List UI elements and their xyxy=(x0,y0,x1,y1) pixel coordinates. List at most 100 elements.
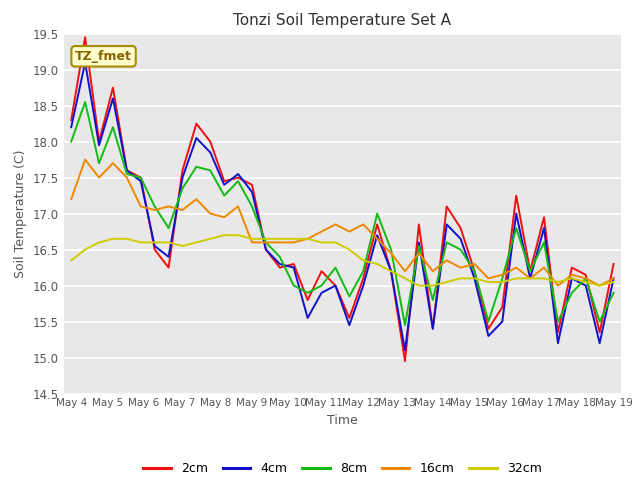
2cm xyxy=(304,297,312,303)
4cm xyxy=(81,60,89,65)
16cm xyxy=(554,283,562,288)
16cm xyxy=(137,204,145,209)
2cm xyxy=(568,265,576,271)
4cm xyxy=(526,276,534,281)
4cm xyxy=(137,179,145,184)
16cm xyxy=(568,272,576,278)
32cm xyxy=(346,247,353,252)
32cm xyxy=(401,276,409,281)
32cm xyxy=(554,279,562,285)
2cm xyxy=(123,168,131,173)
16cm xyxy=(304,236,312,242)
32cm xyxy=(164,240,172,245)
32cm xyxy=(499,279,506,285)
16cm xyxy=(151,207,159,213)
32cm xyxy=(234,232,242,238)
8cm xyxy=(443,240,451,245)
2cm xyxy=(360,276,367,281)
4cm xyxy=(470,276,478,281)
8cm xyxy=(304,290,312,296)
32cm xyxy=(262,236,269,242)
32cm xyxy=(248,236,256,242)
32cm xyxy=(429,283,436,288)
Line: 8cm: 8cm xyxy=(71,102,614,325)
16cm xyxy=(248,240,256,245)
32cm xyxy=(457,276,465,281)
8cm xyxy=(373,211,381,216)
16cm xyxy=(610,276,618,281)
8cm xyxy=(164,225,172,231)
8cm xyxy=(179,186,186,192)
2cm xyxy=(457,225,465,231)
32cm xyxy=(179,243,186,249)
8cm xyxy=(262,240,269,245)
16cm xyxy=(457,265,465,271)
2cm xyxy=(67,117,75,123)
8cm xyxy=(387,247,395,252)
2cm xyxy=(207,139,214,144)
4cm xyxy=(304,315,312,321)
4cm xyxy=(401,348,409,353)
16cm xyxy=(443,258,451,264)
32cm xyxy=(596,283,604,288)
2cm xyxy=(415,222,423,228)
4cm xyxy=(276,261,284,267)
2cm xyxy=(290,261,298,267)
Line: 32cm: 32cm xyxy=(71,235,614,286)
4cm xyxy=(332,283,339,288)
16cm xyxy=(193,196,200,202)
16cm xyxy=(95,175,103,180)
32cm xyxy=(193,240,200,245)
8cm xyxy=(67,139,75,144)
8cm xyxy=(290,283,298,288)
32cm xyxy=(109,236,116,242)
16cm xyxy=(123,175,131,180)
2cm xyxy=(499,304,506,310)
32cm xyxy=(220,232,228,238)
4cm xyxy=(67,124,75,130)
32cm xyxy=(470,276,478,281)
16cm xyxy=(81,157,89,163)
4cm xyxy=(360,283,367,288)
16cm xyxy=(513,265,520,271)
8cm xyxy=(415,243,423,249)
4cm xyxy=(373,232,381,238)
16cm xyxy=(401,268,409,274)
16cm xyxy=(429,268,436,274)
2cm xyxy=(346,315,353,321)
2cm xyxy=(429,326,436,332)
4cm xyxy=(179,175,186,180)
16cm xyxy=(540,265,548,271)
4cm xyxy=(109,96,116,101)
32cm xyxy=(360,258,367,264)
4cm xyxy=(387,268,395,274)
4cm xyxy=(499,319,506,324)
16cm xyxy=(276,240,284,245)
32cm xyxy=(317,240,325,245)
4cm xyxy=(234,171,242,177)
2cm xyxy=(387,268,395,274)
8cm xyxy=(401,323,409,328)
8cm xyxy=(568,290,576,296)
4cm xyxy=(123,168,131,173)
4cm xyxy=(540,225,548,231)
8cm xyxy=(596,319,604,324)
2cm xyxy=(540,215,548,220)
32cm xyxy=(95,240,103,245)
32cm xyxy=(151,240,159,245)
8cm xyxy=(484,319,492,324)
2cm xyxy=(513,193,520,199)
16cm xyxy=(317,229,325,235)
4cm xyxy=(207,150,214,156)
16cm xyxy=(109,160,116,166)
8cm xyxy=(193,164,200,170)
2cm xyxy=(526,268,534,274)
4cm xyxy=(220,182,228,188)
2cm xyxy=(554,330,562,336)
4cm xyxy=(610,276,618,281)
32cm xyxy=(568,276,576,281)
32cm xyxy=(540,276,548,281)
32cm xyxy=(582,279,589,285)
8cm xyxy=(207,168,214,173)
8cm xyxy=(234,179,242,184)
